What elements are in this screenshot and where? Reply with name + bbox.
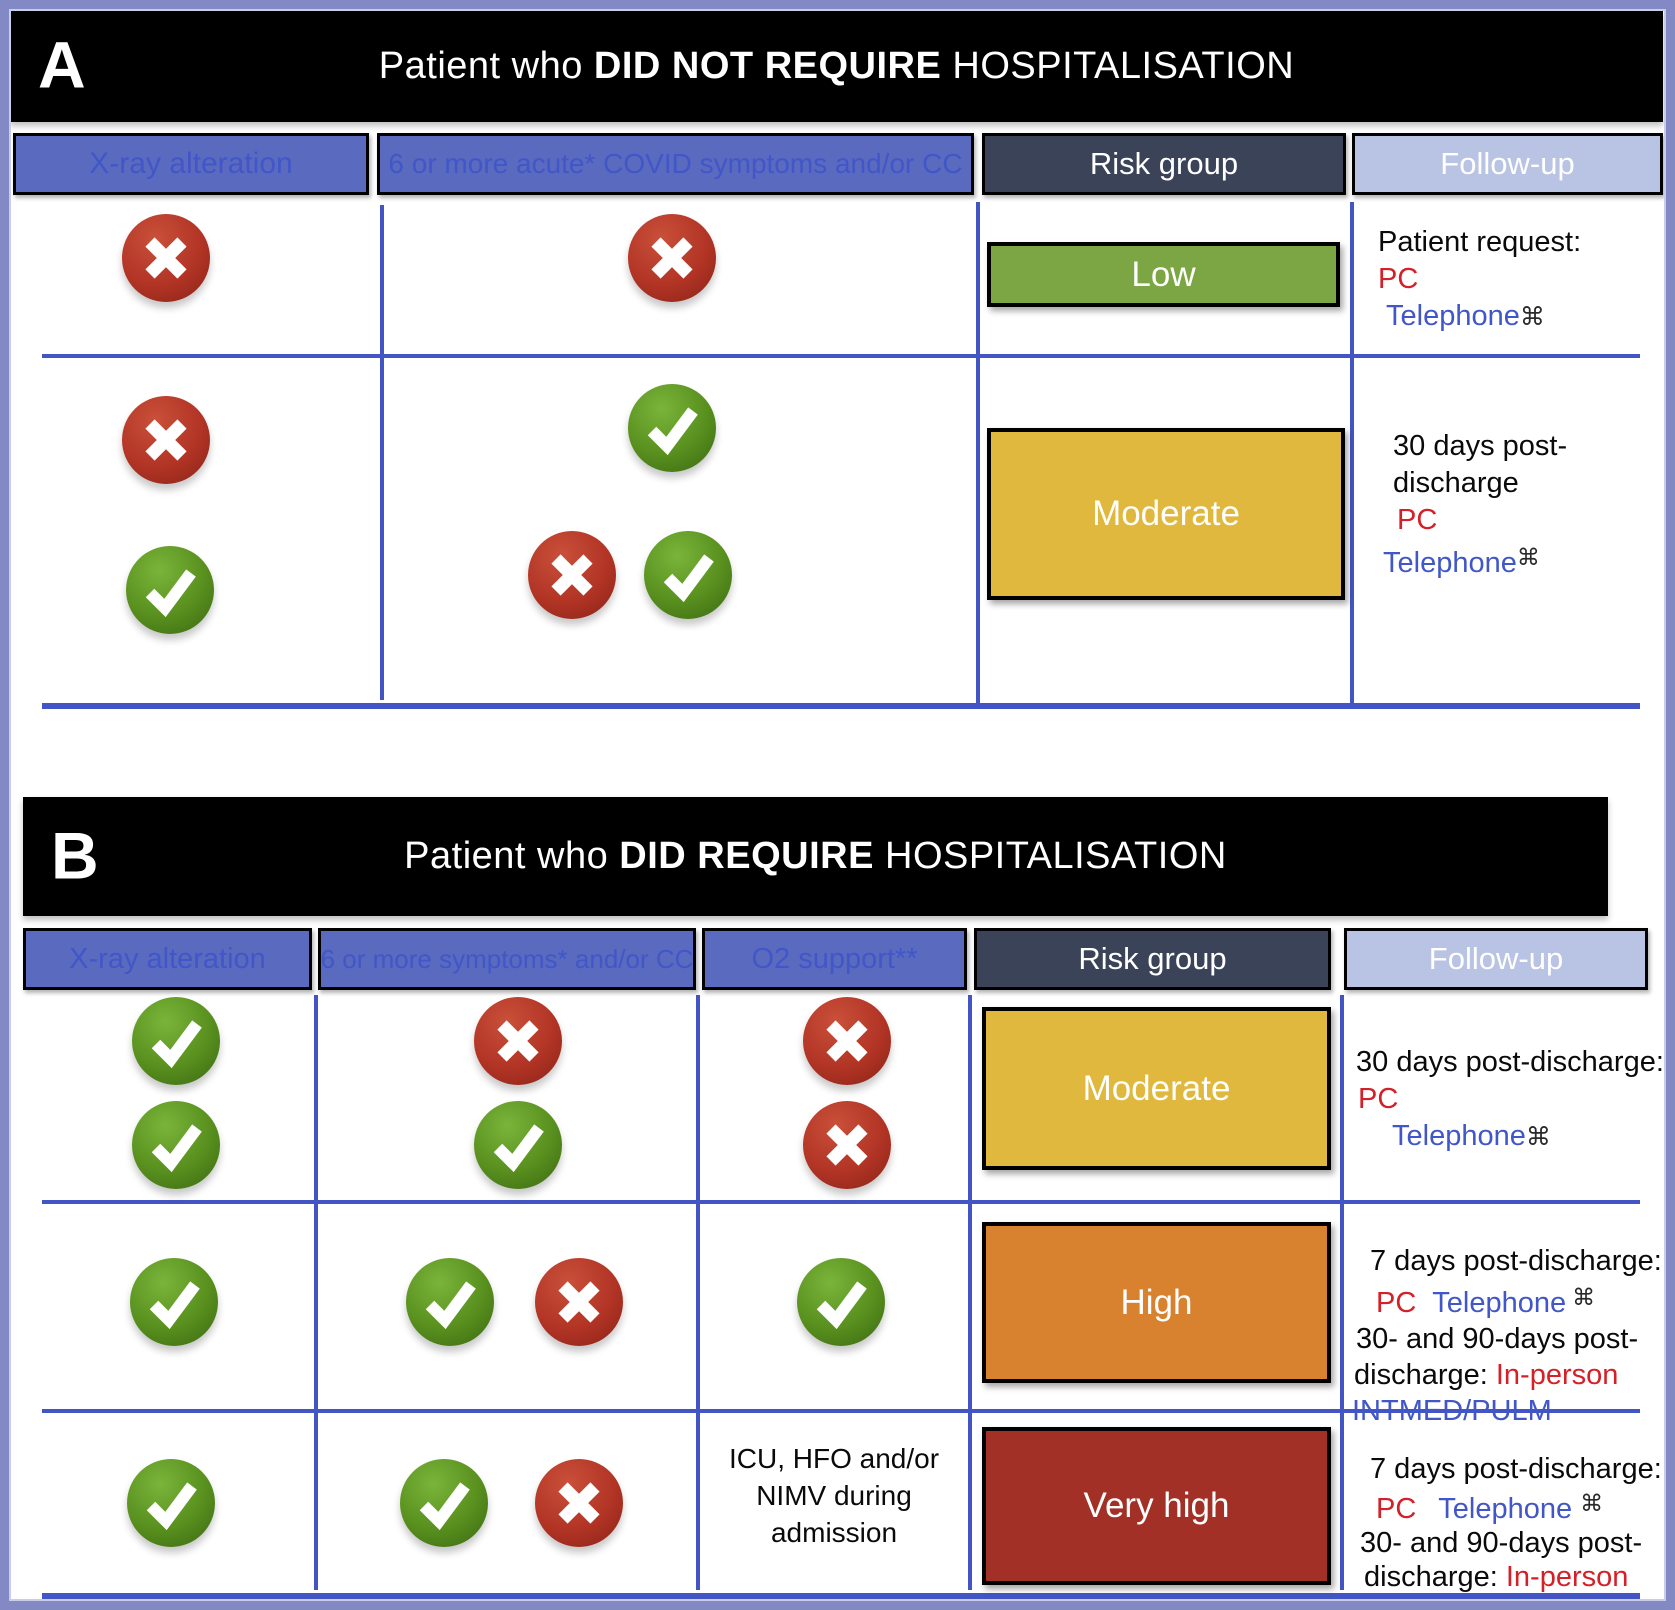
check-icon	[132, 997, 220, 1085]
risk-box-high: High	[982, 1222, 1331, 1383]
risk-box-moderate-a: Moderate	[987, 428, 1345, 600]
header-a-follow-up: Follow-up	[1352, 133, 1663, 195]
risk-box-very-high: Very high	[982, 1427, 1331, 1585]
follow-up-line: 30 days post-	[1393, 430, 1568, 462]
panel-b-title-post: HOSPITALISATION	[873, 835, 1227, 877]
follow-up-line: PC Telephone ⌘	[1376, 1284, 1596, 1319]
check-icon	[628, 384, 716, 472]
follow-up-line: PC	[1358, 1083, 1399, 1115]
cross-icon	[535, 1459, 623, 1547]
grid-line-a-col1	[380, 205, 384, 700]
grid-line-b-col2	[696, 995, 700, 1590]
header-b-xray-alteration: X-ray alteration	[23, 928, 312, 990]
follow-up-b-row2: 7 days post-discharge: PC Telephone ⌘ 30- …	[1352, 1243, 1662, 1429]
follow-up-line: PC	[1397, 504, 1438, 536]
command-symbol: ⌘	[1519, 303, 1545, 331]
grid-line-b-col3	[968, 995, 972, 1590]
follow-up-line: discharge: In-person	[1354, 1359, 1619, 1391]
cross-icon	[528, 531, 616, 619]
header-a-symptoms: 6 or more acute* COVID symptoms and/or C…	[377, 133, 974, 195]
panel-b-title-bar: B Patient who DID REQUIRE HOSPITALISATIO…	[23, 797, 1608, 916]
check-icon	[644, 531, 732, 619]
follow-up-line: Patient request:	[1378, 226, 1582, 258]
cross-icon	[628, 214, 716, 302]
cross-icon	[803, 1101, 891, 1189]
risk-box-low: Low	[987, 242, 1340, 307]
header-b-follow-up: Follow-up	[1344, 928, 1648, 990]
check-icon	[400, 1459, 488, 1547]
panel-b-label: B	[51, 818, 99, 893]
follow-up-b-row3: 7 days post-discharge: PC Telephone ⌘ 30- …	[1352, 1452, 1662, 1610]
follow-up-line: discharge: In-person	[1364, 1561, 1629, 1593]
risk-box-moderate-b: Moderate	[982, 1007, 1331, 1170]
check-icon	[474, 1101, 562, 1189]
follow-up-line: 7 days post-discharge:	[1370, 1245, 1662, 1277]
panel-b-title-pre: Patient who	[404, 835, 620, 877]
check-icon	[406, 1258, 494, 1346]
follow-up-line: Telephone⌘	[1383, 544, 1540, 579]
command-symbol: ⌘	[1580, 1490, 1604, 1516]
cross-icon	[535, 1258, 623, 1346]
follow-up-b-row1: 30 days post-discharge: PC Telephone⌘	[1352, 1044, 1664, 1156]
command-symbol: ⌘	[1516, 544, 1540, 570]
check-icon	[127, 1459, 215, 1547]
panel-a-title-post: HOSPITALISATION	[941, 44, 1295, 87]
grid-line-b-row2	[42, 1409, 1640, 1413]
panel-a-title-pre: Patient who	[378, 44, 594, 87]
panel-b-title: Patient who DID REQUIRE HOSPITALISATION	[404, 835, 1227, 878]
check-icon	[126, 546, 214, 634]
header-a-risk-group: Risk group	[982, 133, 1346, 195]
command-symbol: ⌘	[1572, 1284, 1596, 1310]
follow-up-line: Telephone⌘	[1386, 300, 1545, 332]
cross-icon	[803, 997, 891, 1085]
panel-a-title-bar: A Patient who DID NOT REQUIRE HOSPITALIS…	[10, 10, 1663, 122]
follow-up-line: PULM	[1352, 1594, 1662, 1610]
grid-line-a-col2	[976, 202, 980, 705]
follow-up-a-row2: 30 days post- discharge PC Telephone⌘	[1383, 428, 1567, 582]
grid-line-a-bottom	[42, 703, 1640, 709]
o2-support-text-cell: ICU, HFO and/or NIMV during admission	[728, 1443, 940, 1548]
check-icon	[797, 1258, 885, 1346]
follow-up-a-row1: Patient request: PC Telephone⌘	[1378, 224, 1581, 336]
follow-up-line: 30 days post-discharge:	[1356, 1046, 1664, 1078]
follow-up-line: PC Telephone ⌘	[1376, 1490, 1604, 1525]
follow-up-line: 7 days post-discharge:	[1370, 1453, 1662, 1485]
grid-line-a-row1	[42, 354, 1640, 358]
command-symbol: ⌘	[1525, 1123, 1551, 1151]
header-a-xray-alteration: X-ray alteration	[13, 133, 369, 195]
follow-up-line: PC	[1378, 263, 1419, 295]
cross-icon	[122, 396, 210, 484]
follow-up-line: 30- and 90-days post-	[1360, 1527, 1643, 1559]
header-b-risk-group: Risk group	[974, 928, 1331, 990]
panel-a-title-bold: DID NOT REQUIRE	[593, 44, 942, 87]
check-icon	[130, 1258, 218, 1346]
cross-icon	[474, 997, 562, 1085]
grid-line-a-col3	[1350, 202, 1354, 705]
header-b-o2-support: O2 support**	[702, 928, 967, 990]
panel-a-title: Patient who DID NOT REQUIRE HOSPITALISAT…	[379, 45, 1294, 88]
check-icon	[132, 1101, 220, 1189]
grid-line-b-row1	[42, 1200, 1640, 1204]
grid-line-b-bottom	[42, 1593, 1640, 1599]
header-b-symptoms: 6 or more symptoms* and/or CC	[318, 928, 696, 990]
grid-line-b-col1	[314, 995, 318, 1590]
grid-line-b-col4	[1340, 995, 1344, 1590]
panel-a-label: A	[38, 27, 86, 102]
follow-up-line: 30- and 90-days post-	[1356, 1323, 1639, 1355]
follow-up-line: INTMED/PULM	[1352, 1395, 1552, 1427]
cross-icon	[122, 214, 210, 302]
follow-up-line: Telephone⌘	[1392, 1120, 1551, 1152]
panel-b-title-bold: DID REQUIRE	[619, 835, 874, 877]
follow-up-line: discharge	[1393, 467, 1519, 499]
